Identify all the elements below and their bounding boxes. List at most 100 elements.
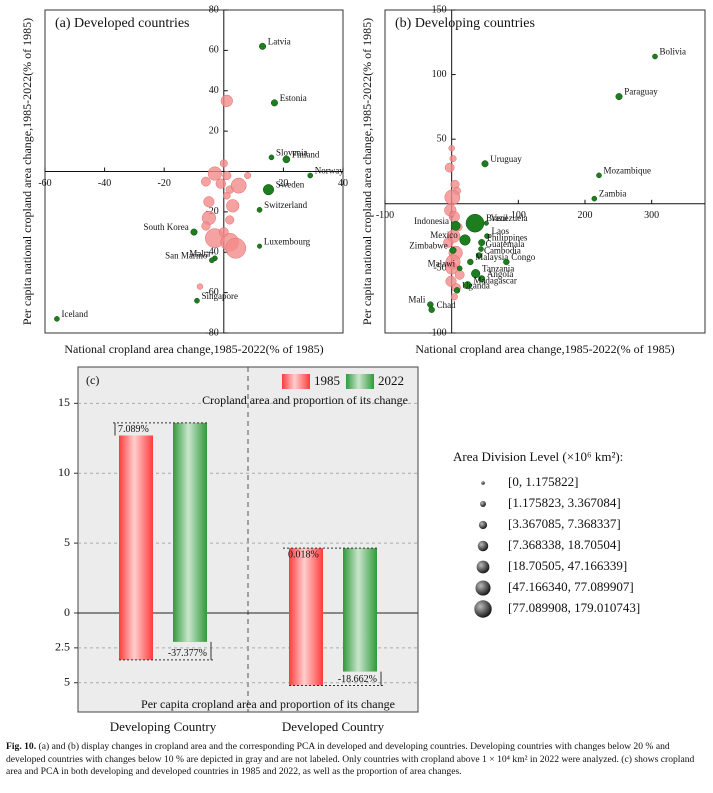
- point-label: Laos: [492, 226, 510, 236]
- point-label: Sweden: [276, 180, 305, 190]
- point-label: Finland: [292, 149, 320, 159]
- x-tick-label: -40: [98, 178, 111, 189]
- point: [444, 162, 455, 173]
- x-tick-label: 40: [338, 178, 348, 189]
- y-tick-label: -40: [205, 247, 218, 258]
- bar-shine: [289, 613, 323, 686]
- size-legend-label: [1.175823, 3.367084]: [508, 495, 621, 510]
- point: [190, 228, 198, 236]
- size-legend-label: [18.70505, 47.166339]: [508, 558, 627, 573]
- bar-shine: [343, 548, 377, 613]
- point-label: Venezuela: [491, 213, 528, 223]
- point: [459, 234, 471, 246]
- point: [453, 287, 461, 294]
- y-tick-label: 100: [432, 69, 447, 80]
- point: [222, 171, 232, 181]
- point-label: Norway: [315, 166, 344, 176]
- size-legend-label: [3.367085, 7.368337]: [508, 516, 621, 531]
- point: [483, 220, 489, 226]
- point: [471, 269, 481, 279]
- point: [218, 227, 229, 237]
- point: [449, 155, 457, 163]
- point: [244, 172, 252, 180]
- y-tick-label: -80: [205, 327, 218, 338]
- y-tick-label: 5: [64, 674, 70, 688]
- point-label: Iceland: [61, 309, 88, 319]
- point: [456, 265, 463, 272]
- chart-title: (b) Developing countries: [395, 16, 535, 31]
- point-label: Malta: [189, 248, 210, 258]
- bar-shine: [173, 422, 207, 613]
- point: [259, 42, 267, 50]
- point: [444, 189, 461, 206]
- change-label: 7.089%: [118, 424, 149, 435]
- point: [220, 94, 233, 107]
- x-tick-label: -20: [158, 178, 171, 189]
- change-label: -18.662%: [338, 674, 377, 685]
- point-label: Paraguay: [624, 87, 658, 97]
- point-label: Mozambique: [604, 165, 652, 175]
- point-label: Brazil: [486, 213, 508, 223]
- point: [450, 220, 461, 231]
- caption: Fig. 10. (a) and (b) display changes in …: [6, 741, 706, 779]
- point-label: Malawi: [428, 258, 456, 268]
- point: [194, 297, 200, 304]
- change-label: 0.018%: [288, 549, 319, 560]
- point: [443, 237, 454, 248]
- point-label: Congo: [511, 252, 536, 262]
- point: [465, 213, 485, 233]
- point: [219, 159, 228, 168]
- point-label: Singapore: [202, 291, 239, 301]
- point-label: Slovenia: [276, 147, 308, 157]
- y-tick-label: 60: [209, 45, 219, 56]
- x-tick-label: -100: [376, 210, 394, 221]
- size-legend-marker: [474, 600, 492, 618]
- point-label: Mali: [408, 295, 425, 305]
- point: [467, 258, 474, 266]
- size-legend-marker: [478, 520, 488, 530]
- y-tick-label: -60: [205, 287, 218, 298]
- point-label: Uruguay: [490, 154, 522, 164]
- point-label: San Marino: [165, 250, 208, 260]
- point: [282, 155, 291, 164]
- point: [209, 257, 215, 264]
- point: [652, 53, 658, 60]
- point-label: Indonesia: [414, 216, 449, 226]
- annotation: Cropland area and proportion of its chan…: [202, 393, 408, 407]
- point: [256, 207, 263, 213]
- y-tick-label: 80: [209, 4, 219, 15]
- x-tick-label: Developed Country: [282, 719, 385, 734]
- point-label: Switzerland: [264, 200, 307, 210]
- size-legend-marker: [475, 580, 491, 596]
- y-tick-label: 20: [209, 125, 219, 136]
- point-label: Tanzania: [482, 264, 514, 274]
- caption-label: Fig. 10.: [6, 741, 37, 752]
- point: [201, 221, 211, 231]
- bar-shine: [119, 435, 153, 613]
- point-label: Guatemala: [486, 239, 525, 249]
- point: [270, 99, 278, 107]
- point-label: Philippines: [487, 233, 528, 243]
- point: [215, 178, 226, 189]
- x-tick-label: 100: [511, 210, 526, 221]
- point: [481, 160, 489, 168]
- size-legend-marker: [481, 481, 485, 485]
- point-label: Angola: [487, 269, 514, 279]
- point: [454, 270, 465, 280]
- y-tick-label: 40: [209, 85, 219, 96]
- point: [207, 166, 222, 181]
- point: [226, 199, 240, 213]
- point: [257, 243, 263, 249]
- bar-shine: [119, 613, 153, 660]
- chart: Area Division Level (×10⁶ km²): (a) Deve…: [20, 4, 706, 734]
- y-tick-label: 2.5: [55, 640, 70, 654]
- y-tick-label: 150: [432, 4, 447, 15]
- bar-shine: [173, 613, 207, 642]
- point: [268, 154, 275, 161]
- point-label: Bolivia: [660, 47, 687, 57]
- size-legend-marker: [477, 540, 489, 552]
- point: [448, 211, 460, 223]
- point: [196, 283, 204, 290]
- y-tick-label: -100: [428, 327, 446, 338]
